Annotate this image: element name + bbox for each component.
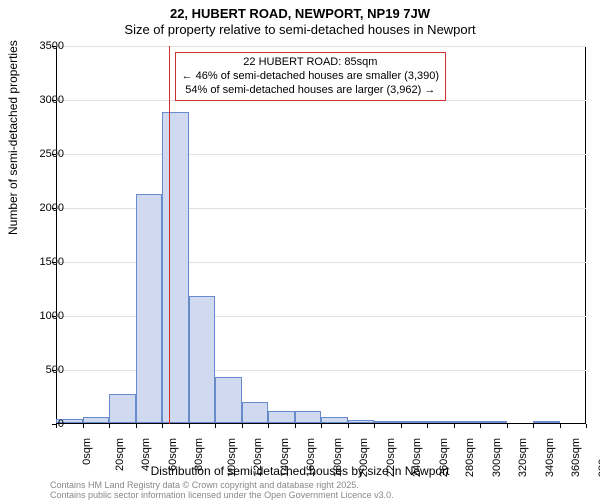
x-tick-mark — [242, 424, 243, 428]
histogram-bar — [321, 417, 348, 423]
x-tick-mark — [83, 424, 84, 428]
x-tick-label: 260sqm — [438, 438, 450, 477]
gridline-h — [56, 46, 586, 47]
x-tick-label: 20sqm — [114, 438, 126, 471]
annotation-line3: 54% of semi-detached houses are larger (… — [182, 84, 439, 98]
histogram-bar — [162, 112, 189, 423]
x-tick-mark — [586, 424, 587, 428]
x-tick-mark — [401, 424, 402, 428]
x-tick-mark — [295, 424, 296, 428]
x-tick-mark — [560, 424, 561, 428]
histogram-bar — [268, 411, 295, 423]
histogram-bar — [427, 421, 454, 423]
x-axis-title: Distribution of semi-detached houses by … — [0, 464, 600, 478]
annotation-box: 22 HUBERT ROAD: 85sqm← 46% of semi-detac… — [175, 52, 446, 101]
x-tick-label: 300sqm — [491, 438, 503, 477]
x-tick-label: 100sqm — [226, 438, 238, 477]
histogram-bar — [401, 421, 428, 423]
histogram-bar — [83, 417, 110, 423]
x-tick-label: 120sqm — [252, 438, 264, 477]
x-tick-label: 220sqm — [385, 438, 397, 477]
y-axis-title: Number of semi-detached properties — [6, 40, 20, 235]
histogram-bar — [136, 194, 163, 423]
chart-plot: 22 HUBERT ROAD: 85sqm← 46% of semi-detac… — [56, 46, 586, 424]
histogram-bar — [242, 402, 269, 423]
x-tick-mark — [268, 424, 269, 428]
x-tick-label: 280sqm — [464, 438, 476, 477]
x-tick-label: 60sqm — [167, 438, 179, 471]
x-tick-label: 140sqm — [279, 438, 291, 477]
x-tick-mark — [533, 424, 534, 428]
x-tick-mark — [507, 424, 508, 428]
y-tick-label: 0 — [24, 418, 64, 430]
y-tick-label: 2500 — [24, 148, 64, 160]
x-tick-mark — [480, 424, 481, 428]
footer-attribution: Contains HM Land Registry data © Crown c… — [50, 480, 394, 501]
x-tick-mark — [109, 424, 110, 428]
histogram-bar — [480, 421, 507, 423]
gridline-h — [56, 154, 586, 155]
x-tick-mark — [189, 424, 190, 428]
histogram-bar — [189, 296, 216, 423]
footer-line1: Contains HM Land Registry data © Crown c… — [50, 480, 394, 490]
footer-line2: Contains public sector information licen… — [50, 490, 394, 500]
x-tick-label: 360sqm — [570, 438, 582, 477]
x-tick-mark — [215, 424, 216, 428]
x-tick-mark — [427, 424, 428, 428]
marker-line — [169, 46, 170, 424]
chart-title-line2: Size of property relative to semi-detach… — [0, 22, 600, 37]
x-tick-label: 200sqm — [358, 438, 370, 477]
y-tick-label: 3500 — [24, 40, 64, 52]
x-tick-mark — [454, 424, 455, 428]
y-tick-label: 3000 — [24, 94, 64, 106]
histogram-bar — [109, 394, 136, 423]
histogram-bar — [374, 421, 401, 423]
histogram-bar — [295, 411, 322, 423]
x-tick-mark — [374, 424, 375, 428]
x-tick-label: 320sqm — [517, 438, 529, 477]
histogram-bar — [533, 421, 560, 423]
x-tick-mark — [321, 424, 322, 428]
annotation-line2: ← 46% of semi-detached houses are smalle… — [182, 70, 439, 84]
y-tick-label: 2000 — [24, 202, 64, 214]
chart-title-line1: 22, HUBERT ROAD, NEWPORT, NP19 7JW — [0, 6, 600, 21]
x-tick-label: 240sqm — [411, 438, 423, 477]
x-tick-mark — [348, 424, 349, 428]
x-tick-label: 40sqm — [140, 438, 152, 471]
plot-border-right — [585, 46, 586, 424]
y-tick-label: 1000 — [24, 310, 64, 322]
histogram-bar — [454, 421, 481, 423]
x-tick-label: 340sqm — [544, 438, 556, 477]
x-tick-label: 160sqm — [305, 438, 317, 477]
y-tick-label: 1500 — [24, 256, 64, 268]
annotation-line1: 22 HUBERT ROAD: 85sqm — [182, 56, 439, 70]
x-tick-label: 380sqm — [597, 438, 600, 477]
y-tick-label: 500 — [24, 364, 64, 376]
x-tick-label: 180sqm — [332, 438, 344, 477]
chart-title-block: 22, HUBERT ROAD, NEWPORT, NP19 7JW Size … — [0, 0, 600, 37]
x-tick-mark — [162, 424, 163, 428]
histogram-bar — [348, 420, 375, 423]
histogram-bar — [215, 377, 242, 423]
x-tick-label: 0sqm — [81, 438, 93, 465]
x-tick-label: 80sqm — [193, 438, 205, 471]
x-tick-mark — [136, 424, 137, 428]
plot-area: 22 HUBERT ROAD: 85sqm← 46% of semi-detac… — [56, 46, 586, 424]
